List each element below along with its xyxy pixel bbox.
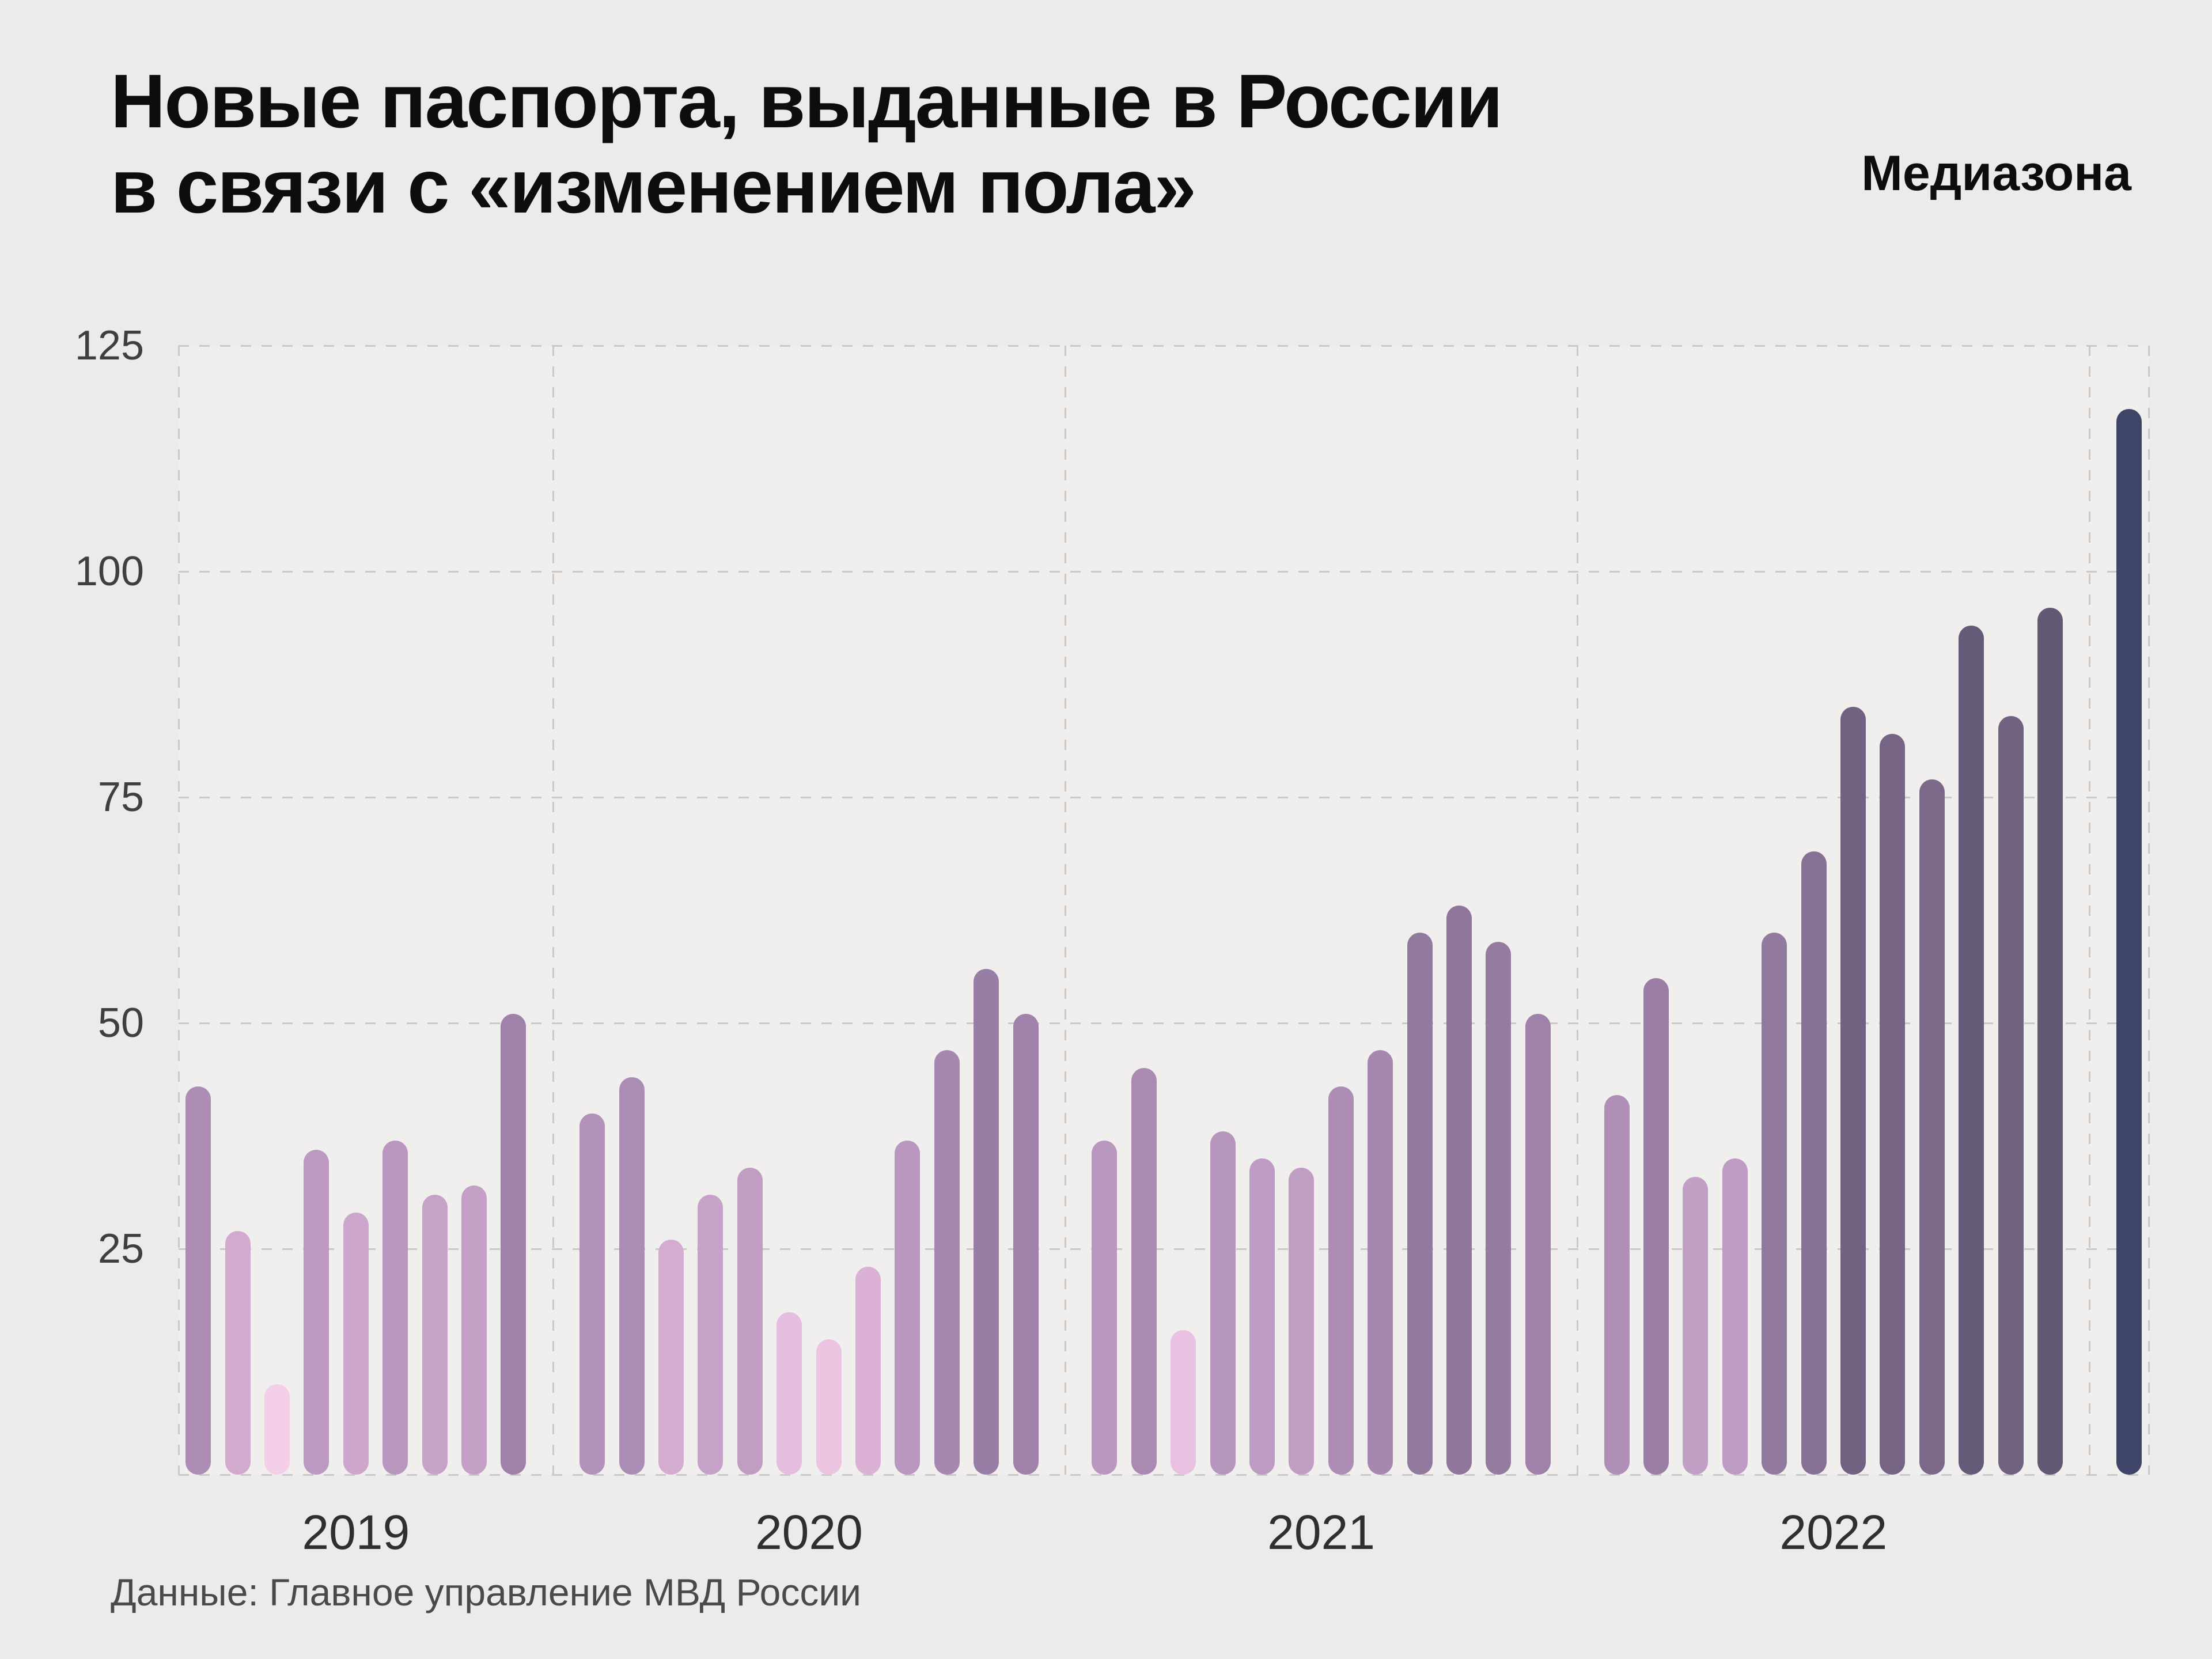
y-axis-tick-label: 25 [97, 1226, 144, 1272]
gridline-vertical [178, 346, 180, 1475]
bar [501, 1014, 526, 1475]
gridline-horizontal [179, 1022, 2149, 1024]
bar [1525, 1014, 1551, 1475]
y-axis-tick-label: 75 [97, 774, 144, 820]
bar [1249, 1158, 1275, 1475]
bar [1801, 851, 1827, 1475]
mediazona-logo: Медиазона [1861, 146, 2131, 201]
gridline-horizontal [179, 797, 2149, 798]
bar [895, 1141, 920, 1475]
bar [658, 1240, 684, 1475]
bar [777, 1312, 802, 1475]
gridline-horizontal [179, 1248, 2149, 1250]
bar [1210, 1131, 1236, 1475]
data-source-caption: Данные: Главное управление МВД России [111, 1571, 862, 1613]
bar [1998, 716, 2024, 1475]
gridline-horizontal [179, 571, 2149, 573]
bar [1446, 906, 1472, 1475]
bar [1762, 933, 1787, 1475]
bar [1643, 978, 1669, 1475]
bar [1092, 1141, 1117, 1475]
bar [2116, 409, 2142, 1475]
bar [185, 1086, 211, 1475]
y-axis-tick-label: 125 [74, 323, 144, 369]
bar [579, 1113, 605, 1475]
gridline-vertical [1577, 346, 1578, 1475]
bar [974, 969, 999, 1475]
bar [1722, 1158, 1748, 1475]
bar [619, 1077, 645, 1475]
x-axis-year-label: 2019 [302, 1505, 410, 1559]
bar [1289, 1168, 1314, 1475]
bar [461, 1185, 487, 1475]
gridline-horizontal [179, 345, 2149, 347]
bar [264, 1384, 290, 1475]
bar [698, 1195, 723, 1475]
bar [1840, 707, 1866, 1475]
bar [1486, 942, 1511, 1475]
bar [382, 1141, 408, 1475]
gridline-vertical [2089, 346, 2090, 1475]
bar [225, 1231, 251, 1475]
chart-title-line2: в связи с «изменением пола» [111, 144, 1196, 229]
y-axis-tick-label: 100 [74, 548, 144, 594]
bar [2037, 608, 2063, 1475]
x-axis-year-label: 2020 [755, 1505, 863, 1559]
bar [1171, 1330, 1196, 1475]
chart-title-line1: Новые паспорта, выданные в России [111, 59, 1503, 143]
bar [304, 1150, 329, 1475]
bar [737, 1168, 763, 1475]
bar [934, 1050, 960, 1475]
gridline-vertical [1065, 346, 1066, 1475]
x-axis-baseline [179, 1474, 2149, 1476]
bar [1407, 933, 1433, 1475]
chart-title: Новые паспорта, выданные в России в связ… [111, 59, 1503, 229]
bar [816, 1339, 842, 1475]
bar [1683, 1177, 1708, 1475]
bar [1328, 1086, 1354, 1475]
bar [1368, 1050, 1393, 1475]
bar [1013, 1014, 1039, 1475]
bar [855, 1267, 881, 1475]
bar [343, 1213, 369, 1475]
y-axis-tick-label: 50 [97, 1000, 144, 1046]
bar [1959, 626, 1984, 1475]
bar [1604, 1095, 1630, 1475]
x-axis-year-label: 2021 [1267, 1505, 1376, 1559]
bar [1919, 779, 1945, 1475]
bar [1880, 734, 1905, 1475]
gridline-vertical [552, 346, 554, 1475]
gridline-vertical [2148, 346, 2150, 1475]
x-axis-year-label: 2022 [1779, 1505, 1888, 1559]
bar [1131, 1068, 1157, 1475]
bar [422, 1195, 448, 1475]
